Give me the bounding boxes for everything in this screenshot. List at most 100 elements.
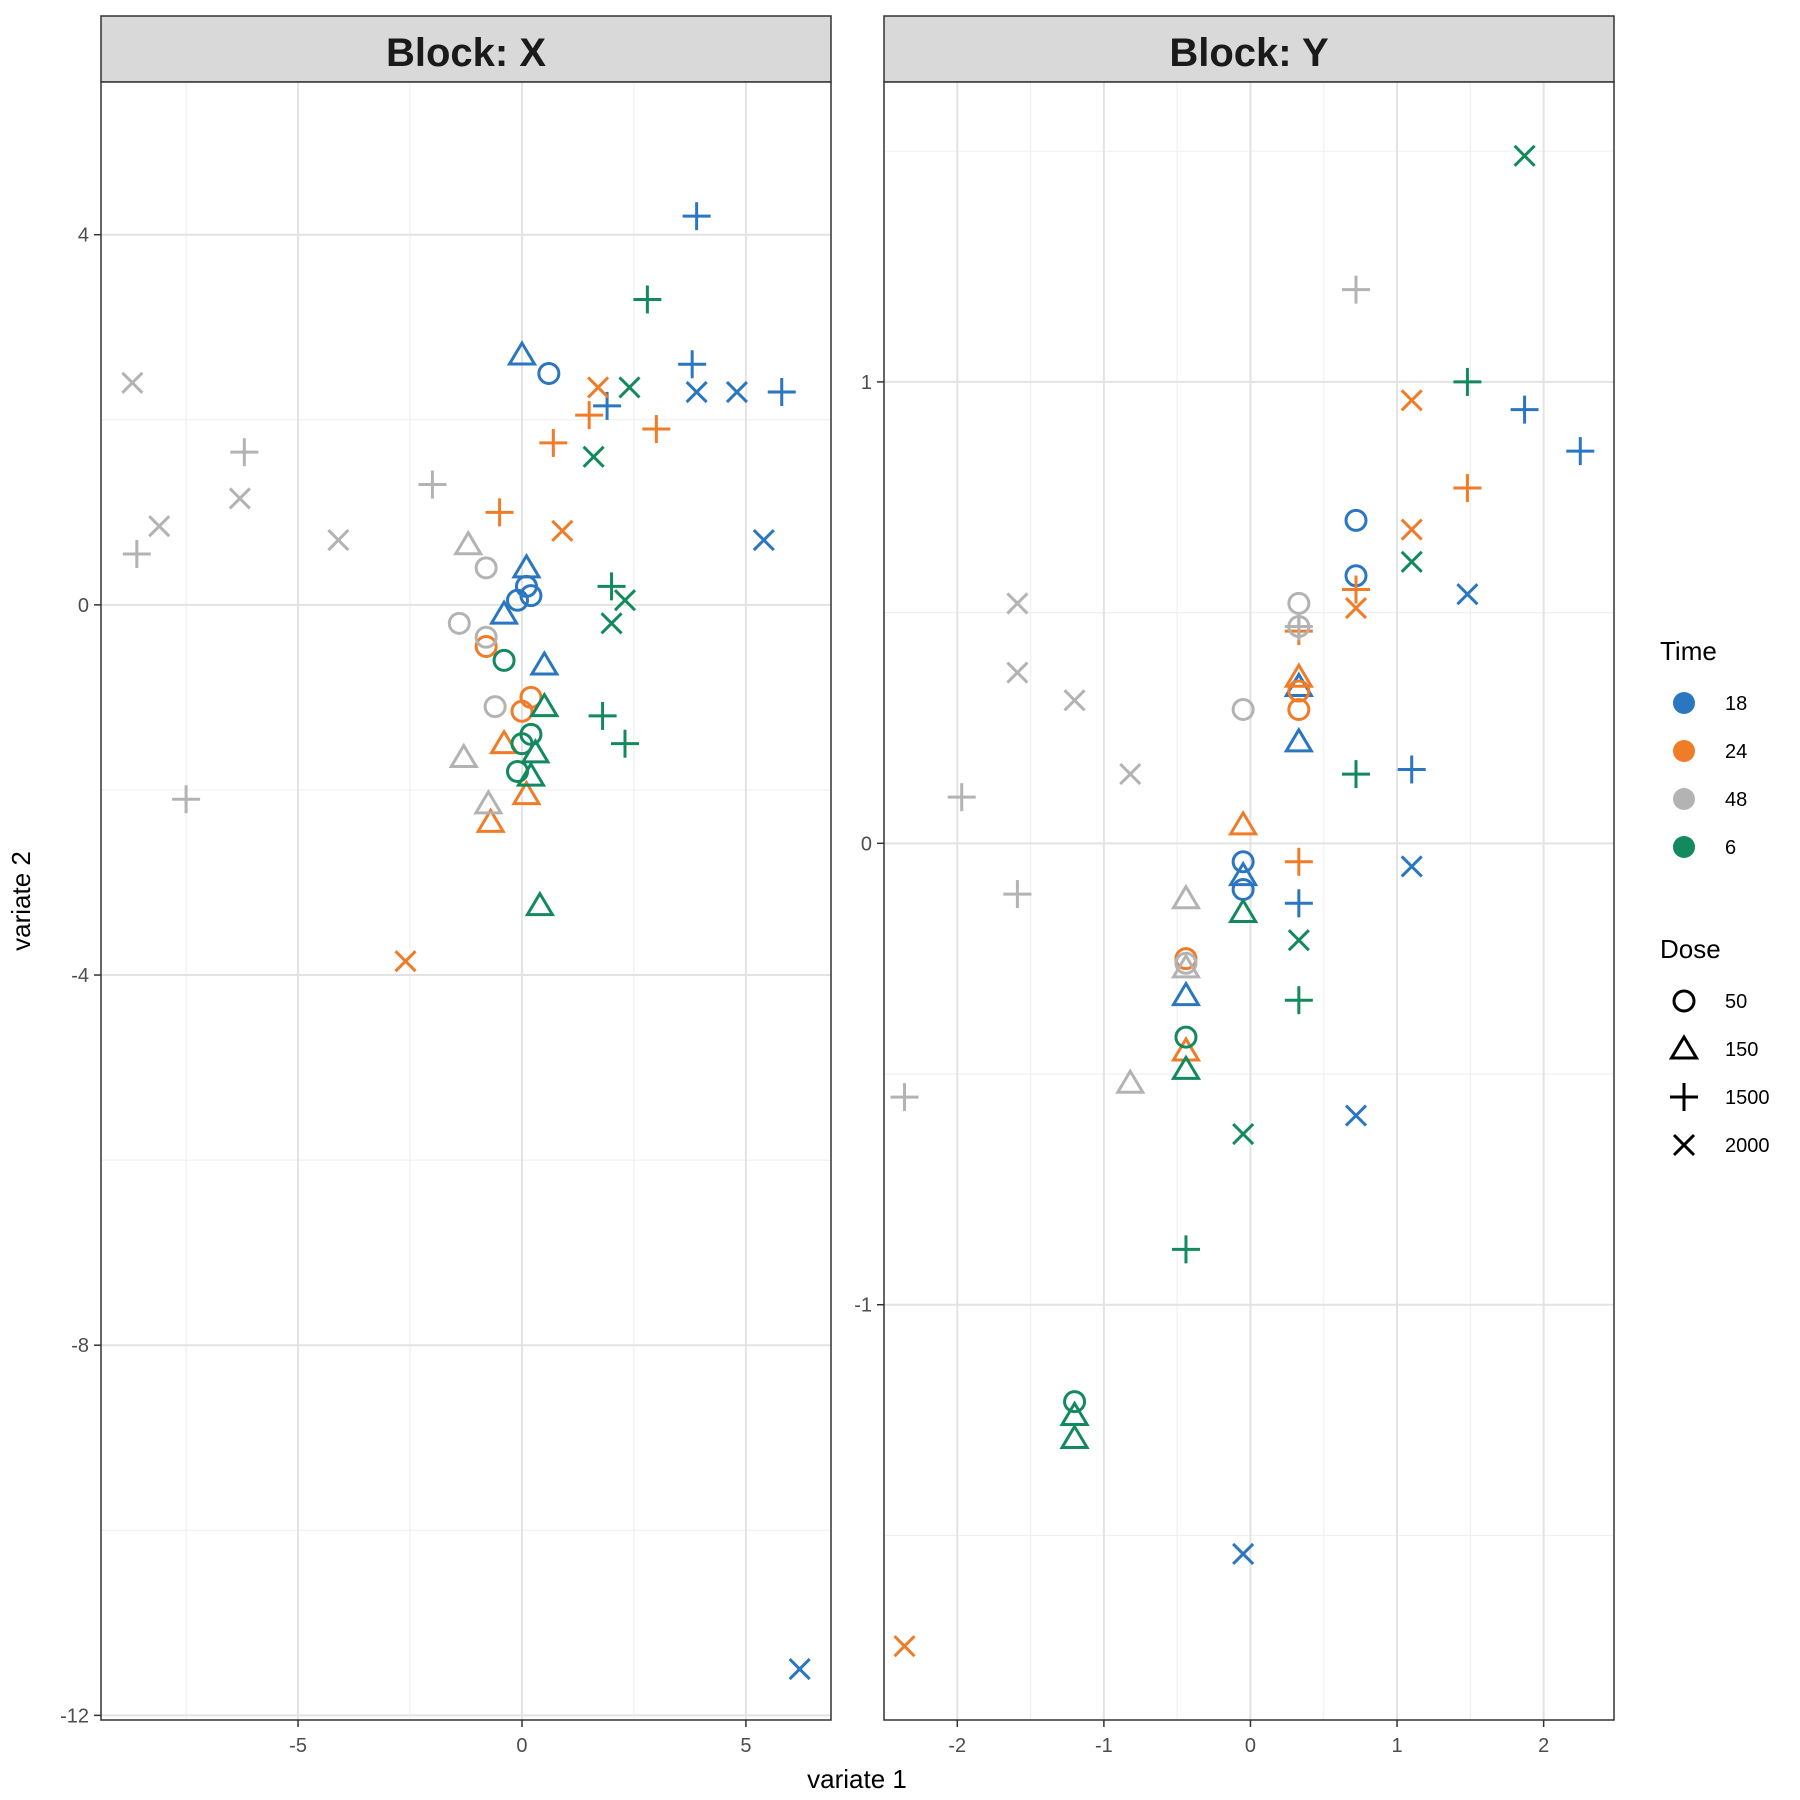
legend-swatch <box>1673 692 1695 714</box>
y-tick-label: -12 <box>60 1705 89 1727</box>
legend-swatch <box>1673 740 1695 762</box>
data-point <box>678 350 707 379</box>
data-point <box>1171 1235 1200 1264</box>
data-point <box>1287 698 1311 722</box>
data-point <box>890 1083 919 1112</box>
data-points <box>890 144 1595 1658</box>
data-point <box>752 529 775 552</box>
data-point <box>575 401 604 430</box>
data-point <box>1170 1054 1202 1080</box>
legend-time-keys: 18 24 48 6 <box>1673 692 1747 859</box>
data-point <box>515 761 547 787</box>
y-tick-label: 0 <box>861 833 872 855</box>
y-axis-title: variate 2 <box>6 851 36 951</box>
panel-border <box>883 81 1615 1721</box>
data-point <box>1003 880 1032 909</box>
data-point <box>588 701 617 730</box>
data-point <box>488 599 520 625</box>
data-point <box>511 779 542 806</box>
legend-label: 1500 <box>1725 1087 1770 1109</box>
data-point <box>597 572 626 601</box>
data-point <box>148 515 171 538</box>
x-axis-ticks: -5 0 5 <box>289 1720 751 1757</box>
x-tick-label: 5 <box>740 1735 751 1757</box>
data-point <box>483 695 507 719</box>
x-tick-label: -5 <box>289 1735 307 1757</box>
legend: Time 18 24 48 6 Dose 50 150 1500 2000 <box>1660 636 1770 1157</box>
panel-block-x: Block: X -5 0 5 4 0 -4 -8 -12 <box>60 15 832 1757</box>
data-point <box>1400 518 1423 541</box>
data-point <box>1227 809 1259 836</box>
legend-swatch <box>1673 836 1695 858</box>
y-tick-label: 4 <box>78 225 89 247</box>
data-point <box>510 732 534 756</box>
data-point <box>613 589 637 612</box>
data-point <box>893 1635 916 1658</box>
data-point <box>228 487 251 510</box>
data-point <box>618 376 641 399</box>
legend-label: 50 <box>1725 991 1747 1013</box>
data-point <box>1231 698 1255 722</box>
data-point <box>682 202 711 231</box>
data-point <box>767 378 796 407</box>
x-tick-label: -1 <box>1095 1735 1113 1757</box>
data-point <box>1119 763 1142 786</box>
data-point <box>1227 860 1259 887</box>
data-point <box>1170 980 1202 1007</box>
data-point <box>1006 592 1029 615</box>
data-point <box>685 380 708 404</box>
data-point <box>506 340 538 366</box>
data-point <box>453 529 484 556</box>
data-point <box>1287 591 1311 615</box>
data-point <box>582 445 605 468</box>
data-point <box>1344 508 1368 532</box>
data-point <box>1287 614 1311 638</box>
data-point <box>1510 395 1539 424</box>
data-point <box>947 783 976 812</box>
data-point <box>1284 847 1313 876</box>
data-point <box>447 611 471 635</box>
data-point <box>1283 662 1314 688</box>
data-point <box>1232 1542 1255 1565</box>
data-point <box>551 519 574 542</box>
y-tick-label: 0 <box>78 595 89 617</box>
strip-background <box>883 15 1615 83</box>
data-point <box>1232 1122 1255 1146</box>
panel-block-y: Block: Y -2 -1 0 1 2 1 0 -1 <box>854 15 1615 1757</box>
legend-dose-keys: 50 150 1500 2000 <box>1668 989 1770 1157</box>
data-point <box>1284 986 1313 1015</box>
data-point <box>1170 952 1202 979</box>
data-point <box>492 648 516 672</box>
data-point <box>1397 755 1426 784</box>
data-point <box>1344 596 1368 620</box>
legend-label: 24 <box>1725 741 1747 763</box>
data-point <box>474 556 498 580</box>
data-point <box>520 737 551 764</box>
data-point <box>633 285 662 314</box>
legend-label: 150 <box>1725 1039 1758 1061</box>
data-point <box>122 539 151 568</box>
data-point <box>537 362 561 386</box>
data-point <box>506 588 530 612</box>
data-point <box>230 438 259 467</box>
y-axis-ticks: 1 0 -1 <box>854 372 884 1317</box>
legend-label: 2000 <box>1725 1135 1770 1157</box>
data-point <box>1006 661 1029 684</box>
y-tick-label: -1 <box>854 1295 872 1317</box>
data-point <box>1453 367 1482 396</box>
data-point <box>1400 855 1423 878</box>
legend-label: 6 <box>1725 837 1736 859</box>
data-point <box>474 635 498 659</box>
data-point <box>510 699 534 723</box>
data-point <box>1453 474 1482 503</box>
data-point <box>519 584 543 608</box>
x-tick-label: 0 <box>1245 1735 1256 1757</box>
data-point <box>1342 275 1371 304</box>
legend-shape-key <box>1672 989 1696 1013</box>
data-point <box>394 950 417 973</box>
x-tick-label: -2 <box>948 1735 966 1757</box>
data-point <box>475 807 506 833</box>
data-point <box>1287 929 1310 952</box>
data-point <box>121 371 144 394</box>
legend-dose-title: Dose <box>1660 934 1721 964</box>
